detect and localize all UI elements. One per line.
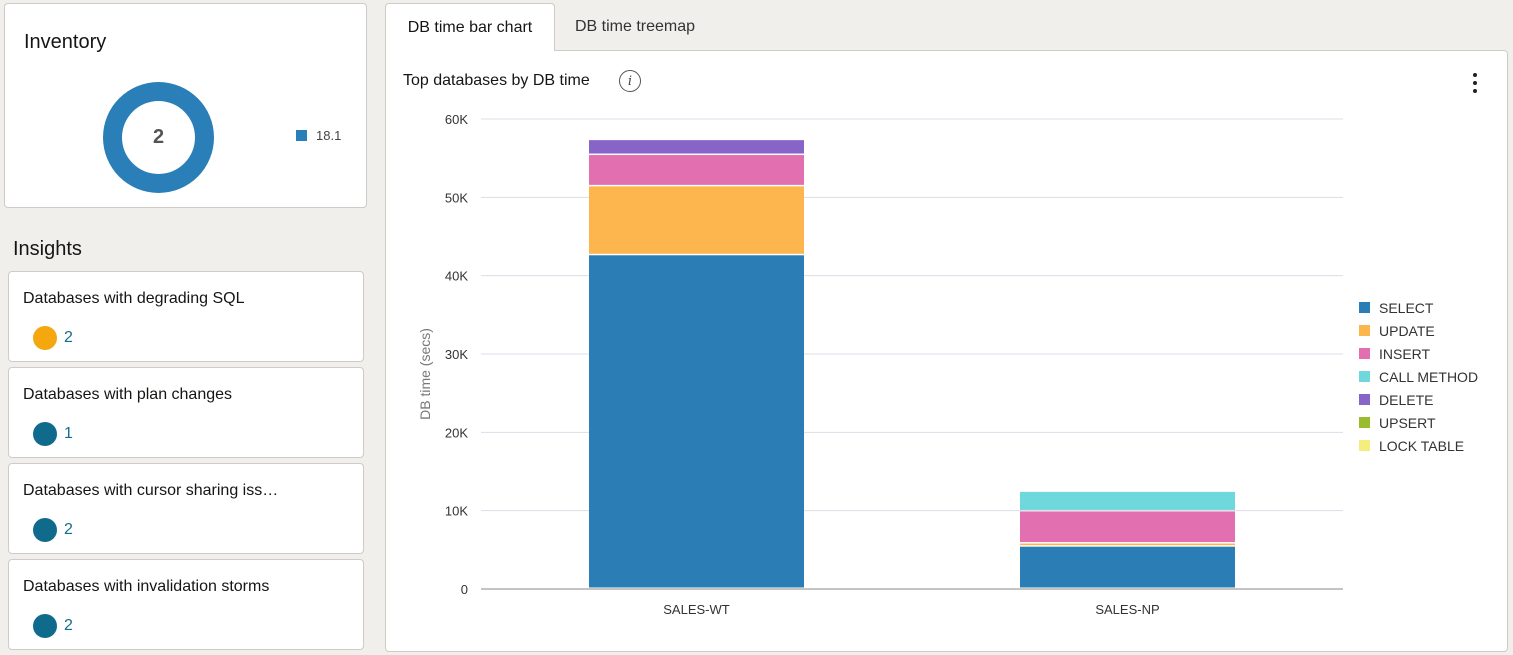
y-tick-label: 60K <box>445 112 468 127</box>
bar-segment-update[interactable] <box>1020 543 1235 546</box>
bar-segment-select[interactable] <box>1020 546 1235 588</box>
db-time-stacked-bar-chart: 0 10K 20K 30K 40K 50K 60K DB time (secs) SALES-W… <box>417 112 1343 617</box>
inventory-total: 2 <box>122 101 195 174</box>
tab-db-time-bar-chart[interactable]: DB time bar chart <box>385 3 555 51</box>
insights-title: Insights <box>13 238 82 260</box>
legend-label: UPDATE <box>1379 322 1435 339</box>
insight-label: Databases with plan changes <box>23 386 233 403</box>
y-tick-label: 40K <box>445 269 468 284</box>
insight-label: Databases with degrading SQL <box>23 290 245 307</box>
bar-segment-update[interactable] <box>589 186 804 254</box>
legend-swatch <box>1359 371 1370 382</box>
legend-swatch <box>1359 325 1370 336</box>
legend-item-upsert[interactable]: UPSERT <box>1359 411 1478 434</box>
legend-item-lock-table[interactable]: LOCK TABLE <box>1359 434 1478 457</box>
x-tick-label: SALES-NP <box>1095 602 1159 617</box>
insight-label: Databases with invalidation storms <box>23 578 270 595</box>
insight-plan-changes[interactable]: Databases with plan changes 1 <box>8 367 364 458</box>
legend-item-delete[interactable]: DELETE <box>1359 388 1478 411</box>
insight-count-link[interactable]: 2 <box>64 521 73 538</box>
y-tick-label: 50K <box>445 190 468 205</box>
legend-label: CALL METHOD <box>1379 368 1479 385</box>
legend-label: LOCK TABLE <box>1379 437 1465 454</box>
legend-item-select[interactable]: SELECT <box>1359 296 1478 319</box>
inventory-donut-chart[interactable]: 2 <box>103 82 214 193</box>
legend-item-call-method[interactable]: CALL METHOD <box>1359 365 1478 388</box>
kebab-menu-icon[interactable] <box>1467 71 1483 95</box>
insight-cursor-sharing[interactable]: Databases with cursor sharing iss… 2 <box>8 463 364 554</box>
y-tick-label: 20K <box>445 425 468 440</box>
legend-label: SELECT <box>1379 299 1434 316</box>
legend-swatch <box>1359 302 1370 313</box>
status-dot <box>33 422 57 446</box>
y-tick-label: 0 <box>461 582 468 597</box>
legend-label: UPSERT <box>1379 414 1436 431</box>
insight-degrading-sql[interactable]: Databases with degrading SQL 2 <box>8 271 364 362</box>
legend-item-insert[interactable]: INSERT <box>1359 342 1478 365</box>
legend-swatch <box>1359 348 1370 359</box>
bar-segment-insert[interactable] <box>1020 511 1235 543</box>
inventory-legend-item[interactable]: 18.1 <box>296 128 341 143</box>
chart-title: Top databases by DB time <box>403 72 590 89</box>
legend-swatch <box>296 130 307 141</box>
insight-label: Databases with cursor sharing iss… <box>23 482 279 499</box>
y-tick-label: 30K <box>445 347 468 362</box>
chart-legend: SELECT UPDATE INSERT CALL METHOD DELETE UPSER… <box>1359 296 1478 457</box>
bar-segment-call-method[interactable] <box>1020 491 1235 510</box>
inventory-title: Inventory <box>24 31 107 53</box>
legend-swatch <box>1359 394 1370 405</box>
y-tick-label: 10K <box>445 504 468 519</box>
info-icon[interactable]: i <box>619 70 641 92</box>
legend-item-update[interactable]: UPDATE <box>1359 319 1478 342</box>
insight-invalidation-storms[interactable]: Databases with invalidation storms 2 <box>8 559 364 650</box>
inventory-card: Inventory 2 18.1 <box>4 3 367 208</box>
bar-segment-insert[interactable] <box>589 155 804 185</box>
chart-panel: Top databases by DB time i 0 10K 20K 30K 40K… <box>385 50 1508 652</box>
status-dot <box>33 614 57 638</box>
bar-segment-select[interactable] <box>589 255 804 588</box>
legend-swatch <box>1359 417 1370 428</box>
tab-db-time-treemap[interactable]: DB time treemap <box>574 17 696 35</box>
status-dot <box>33 518 57 542</box>
x-tick-label: SALES-WT <box>663 602 730 617</box>
legend-swatch <box>1359 440 1370 451</box>
legend-label: DELETE <box>1379 391 1434 408</box>
y-axis-label: DB time (secs) <box>417 328 433 420</box>
bar-segment-delete[interactable] <box>589 140 804 154</box>
insight-count-link[interactable]: 2 <box>64 617 73 634</box>
insight-count-link[interactable]: 2 <box>64 329 73 346</box>
insight-count-link[interactable]: 1 <box>64 425 73 442</box>
legend-label: INSERT <box>1379 345 1431 362</box>
status-dot <box>33 326 57 350</box>
inventory-legend-label: 18.1 <box>316 128 342 143</box>
